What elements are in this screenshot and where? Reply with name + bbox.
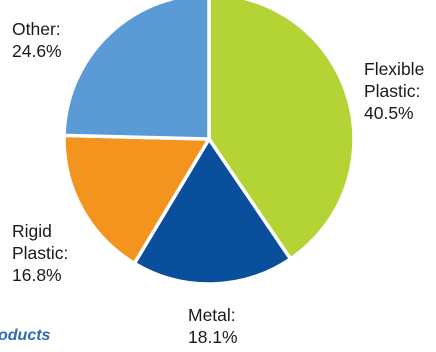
slice-value: 18.1% xyxy=(188,327,238,347)
slice-value: 40.5% xyxy=(364,103,414,123)
slice-label-rigid-plastic: Rigid Plastic: 16.8% xyxy=(12,220,68,286)
slice-name-line: Flexible xyxy=(364,59,425,79)
slice-name-line: Rigid xyxy=(12,221,52,241)
pie-slice-other xyxy=(62,0,211,141)
slice-name-line: Plastic: xyxy=(12,243,69,263)
slice-label-other: Other: 24.6% xyxy=(12,18,62,62)
slice-label-flexible-plastic: Flexible Plastic: 40.5% xyxy=(364,58,424,124)
pie-slice-rigid-plastic xyxy=(62,133,211,266)
slice-name-line: Metal: xyxy=(188,305,236,325)
pie-slice-flexible-plastic xyxy=(207,0,356,261)
slice-name-line: Other: xyxy=(12,19,61,39)
slice-value: 24.6% xyxy=(12,41,62,61)
source-caption-fragment: oducts xyxy=(0,327,51,344)
pie-slice-metal xyxy=(132,137,293,286)
slice-name-line: Plastic: xyxy=(364,81,421,101)
slice-value: 16.8% xyxy=(12,265,62,285)
slice-label-metal: Metal: 18.1% xyxy=(188,304,238,348)
